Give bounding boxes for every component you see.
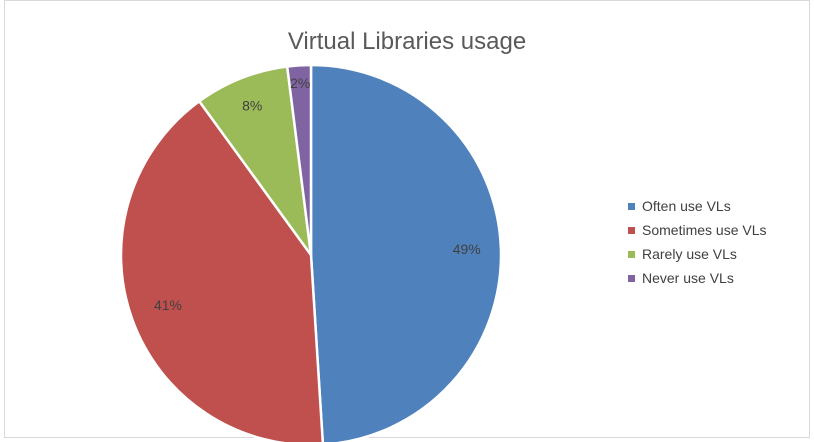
- legend-item: Rarely use VLs: [628, 242, 767, 266]
- data-label: 2%: [290, 75, 310, 91]
- legend-item: Sometimes use VLs: [628, 218, 767, 242]
- chart-title: Virtual Libraries usage: [287, 28, 527, 55]
- legend-swatch: [628, 226, 635, 234]
- legend-swatch: [628, 250, 635, 258]
- legend-label: Rarely use VLs: [642, 246, 737, 262]
- data-label: 49%: [453, 241, 481, 257]
- legend-label: Often use VLs: [642, 198, 731, 214]
- data-label: 8%: [242, 97, 262, 113]
- legend-swatch: [628, 202, 635, 210]
- pie-slice: [197, 65, 313, 256]
- pie-slice: [285, 63, 313, 256]
- pie-slice: [309, 63, 503, 442]
- legend-item: Often use VLs: [628, 194, 767, 218]
- pie-slice: [119, 99, 325, 442]
- legend-swatch: [628, 274, 635, 282]
- data-label: 41%: [154, 297, 182, 313]
- legend-label: Never use VLs: [642, 270, 734, 286]
- legend: Often use VLs Sometimes use VLs Rarely u…: [628, 194, 767, 290]
- legend-label: Sometimes use VLs: [642, 222, 767, 238]
- legend-item: Never use VLs: [628, 266, 767, 290]
